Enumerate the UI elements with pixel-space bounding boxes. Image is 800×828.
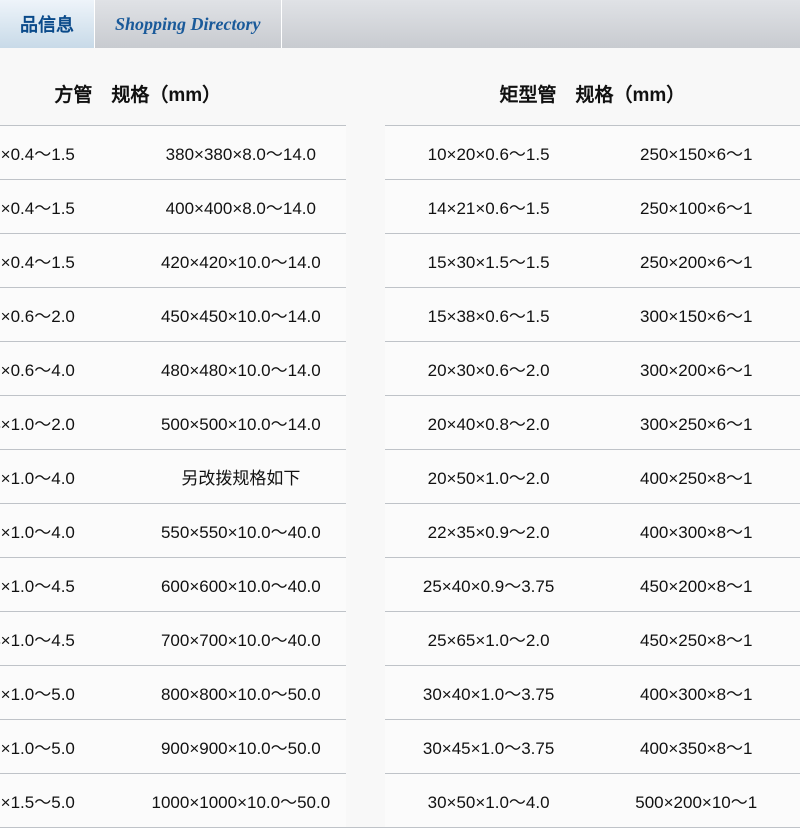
spec-cell: 5×0.6～2.0	[0, 288, 136, 342]
spec-table-header-row: 方管 规格（mm） 矩型管 规格（mm）	[0, 66, 800, 126]
spec-cell: 30×45×1.0～3.75	[385, 720, 593, 774]
spec-cell: 450×200×8～1	[593, 558, 800, 612]
spec-cell: 450×250×8～1	[593, 612, 800, 666]
spec-cell: 400×400×8.0～14.0	[136, 180, 345, 234]
spec-cell: 25×65×1.0～2.0	[385, 612, 593, 666]
spec-cell: 380×380×8.0～14.0	[136, 126, 345, 180]
table-row: 0×1.0～4.5600×600×10.0～40.0 25×40×0.9～3.75…	[0, 558, 800, 612]
table-row: 4×1.0～4.5700×700×10.0～40.0 25×65×1.0～2.04…	[0, 612, 800, 666]
table-row: 0×1.0～5.0900×900×10.0～50.0 30×45×1.0～3.75…	[0, 720, 800, 774]
spec-cell: 400×350×8～1	[593, 720, 800, 774]
spec-cell: 300×250×6～1	[593, 396, 800, 450]
cell-spacer	[346, 288, 385, 342]
spec-cell: 500×200×10～1	[593, 774, 800, 828]
cell-spacer	[346, 558, 385, 612]
spec-cell: 25×40×0.9～3.75	[385, 558, 593, 612]
spec-cell: 30×40×1.0～3.75	[385, 666, 593, 720]
cell-spacer	[346, 180, 385, 234]
spec-table-container: 方管 规格（mm） 矩型管 规格（mm） 6×0.4～1.5380×380×8.…	[0, 48, 800, 828]
spec-cell: 250×100×6～1	[593, 180, 800, 234]
spec-cell: 4×1.0～2.0	[0, 396, 136, 450]
spec-cell: 400×300×8～1	[593, 666, 800, 720]
spec-cell: 250×150×6～1	[593, 126, 800, 180]
table-row: 6×0.4～1.5380×380×8.0～14.0 10×20×0.6～1.525…	[0, 126, 800, 180]
spec-cell: 500×500×10.0～14.0	[136, 396, 345, 450]
spec-cell: 0×1.5～5.0	[0, 774, 136, 828]
cell-spacer	[346, 396, 385, 450]
spec-cell: 5×1.0～5.0	[0, 666, 136, 720]
header-spacer	[346, 66, 385, 126]
spec-cell: 900×900×10.0～50.0	[136, 720, 345, 774]
table-row: 0×0.6～4.0480×480×10.0～14.0 20×30×0.6～2.03…	[0, 342, 800, 396]
spec-cell: 15×38×0.6～1.5	[385, 288, 593, 342]
spec-cell: 0×0.4～1.5	[0, 234, 136, 288]
spec-cell: 30×50×1.0～4.0	[385, 774, 593, 828]
table-row: 4×1.0～2.0500×500×10.0～14.0 20×40×0.8～2.03…	[0, 396, 800, 450]
spec-cell: 0×1.0～5.0	[0, 720, 136, 774]
table-row: 5×1.0～5.0800×800×10.0～50.0 30×40×1.0～3.75…	[0, 666, 800, 720]
cell-spacer	[346, 612, 385, 666]
cell-spacer	[346, 450, 385, 504]
spec-cell: 4×1.0～4.5	[0, 612, 136, 666]
spec-cell: 480×480×10.0～14.0	[136, 342, 345, 396]
spec-cell: 450×450×10.0～14.0	[136, 288, 345, 342]
spec-cell: 15×30×1.5～1.5	[385, 234, 593, 288]
table-row: 5×1.0～4.0另改拨规格如下 20×50×1.0～2.0400×250×8～1	[0, 450, 800, 504]
spec-cell: 14×21×0.6～1.5	[385, 180, 593, 234]
spec-cell: 6×0.4～1.5	[0, 126, 136, 180]
spec-cell: 0×1.0～4.5	[0, 558, 136, 612]
tab-shopping-directory[interactable]: Shopping Directory	[95, 0, 282, 48]
spec-cell: 420×420×10.0～14.0	[136, 234, 345, 288]
spec-cell: 800×800×10.0～50.0	[136, 666, 345, 720]
tab-product-info-label: 品信息	[20, 11, 74, 37]
cell-spacer	[346, 720, 385, 774]
table-row: 8×1.0～4.0550×550×10.0～40.0 22×35×0.9～2.04…	[0, 504, 800, 558]
spec-cell: 8×1.0～4.0	[0, 504, 136, 558]
spec-cell: 20×30×0.6～2.0	[385, 342, 593, 396]
tab-product-info[interactable]: 品信息	[0, 0, 95, 48]
cell-spacer	[346, 234, 385, 288]
page-header: 品信息 Shopping Directory	[0, 0, 800, 48]
spec-cell: 5×1.0～4.0	[0, 450, 136, 504]
spec-cell: 8×0.4～1.5	[0, 180, 136, 234]
spec-cell: 20×40×0.8～2.0	[385, 396, 593, 450]
table-row: 0×1.5～5.01000×1000×10.0～50.0 30×50×1.0～4.…	[0, 774, 800, 828]
spec-cell: 400×250×8～1	[593, 450, 800, 504]
spec-cell: 1000×1000×10.0～50.0	[136, 774, 345, 828]
table-row: 5×0.6～2.0450×450×10.0～14.0 15×38×0.6～1.53…	[0, 288, 800, 342]
table-row: 0×0.4～1.5420×420×10.0～14.0 15×30×1.5～1.52…	[0, 234, 800, 288]
spec-cell: 700×700×10.0～40.0	[136, 612, 345, 666]
cell-spacer	[346, 504, 385, 558]
spec-cell: 20×50×1.0～2.0	[385, 450, 593, 504]
table-row: 8×0.4～1.5400×400×8.0～14.0 14×21×0.6～1.525…	[0, 180, 800, 234]
spec-cell: 10×20×0.6～1.5	[385, 126, 593, 180]
tab-shopping-directory-label: Shopping Directory	[115, 14, 261, 35]
spec-cell: 0×0.6～4.0	[0, 342, 136, 396]
cell-spacer	[346, 666, 385, 720]
cell-spacer	[346, 342, 385, 396]
spec-cell: 400×300×8～1	[593, 504, 800, 558]
spec-cell: 550×550×10.0～40.0	[136, 504, 345, 558]
spec-cell: 300×200×6～1	[593, 342, 800, 396]
header-square-pipe: 方管 规格（mm）	[0, 66, 346, 126]
header-rect-pipe: 矩型管 规格（mm）	[385, 66, 800, 126]
spec-cell: 250×200×6～1	[593, 234, 800, 288]
spec-cell: 另改拨规格如下	[136, 450, 345, 504]
cell-spacer	[346, 774, 385, 828]
spec-cell: 300×150×6～1	[593, 288, 800, 342]
spec-cell: 22×35×0.9～2.0	[385, 504, 593, 558]
cell-spacer	[346, 126, 385, 180]
spec-cell: 600×600×10.0～40.0	[136, 558, 345, 612]
spec-table-body: 6×0.4～1.5380×380×8.0～14.010×20×0.6～1.525…	[0, 126, 800, 828]
spec-table: 方管 规格（mm） 矩型管 规格（mm） 6×0.4～1.5380×380×8.…	[0, 66, 800, 828]
